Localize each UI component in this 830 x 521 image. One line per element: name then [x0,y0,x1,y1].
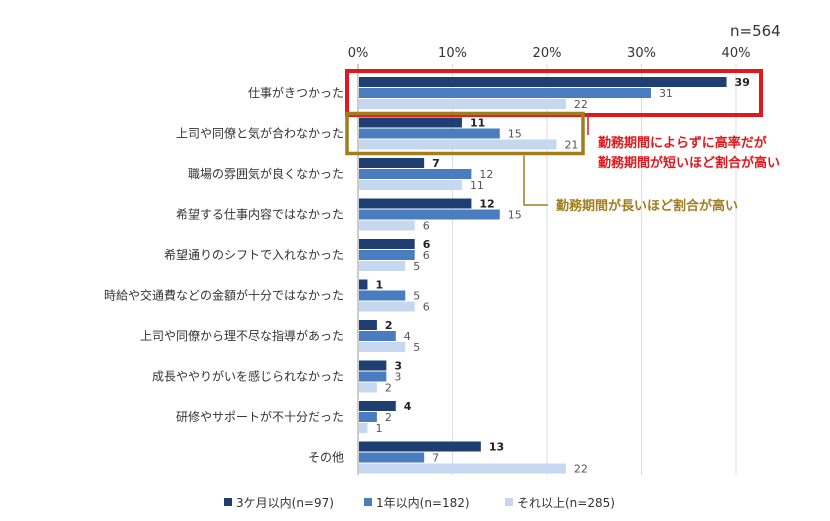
annotation-connector-gold [523,155,548,206]
category-label: 成長ややりがいを感じられなかった [152,369,344,384]
bar [359,279,368,290]
bar-value-label: 39 [735,76,750,89]
bar [359,169,472,179]
bar-value-label: 7 [432,157,440,170]
x-tick-label: 10% [438,46,467,61]
bar-value-label: 21 [564,139,578,152]
bar-value-label: 15 [508,209,522,222]
bar [359,88,651,98]
bar [359,128,500,139]
sample-size-label: n=564 [730,22,781,40]
bar [359,331,396,341]
legend-swatch [364,498,372,506]
bar [359,209,500,220]
bar [359,239,415,249]
bar [359,180,462,190]
legend-label: 3ケ月以内(n=97) [236,496,334,510]
category-label: 仕事がきつかった [248,85,344,100]
bar [359,220,415,231]
bar [359,360,387,371]
bar [359,371,387,382]
bar [359,412,377,422]
bar [359,198,472,209]
category-label: 時給や交通費などの金額が十分ではなかった [104,288,344,303]
bar [359,342,406,352]
bar-value-label: 22 [574,463,588,476]
bar-value-label: 3 [394,371,401,384]
bar [359,423,368,433]
bar [359,382,377,393]
bar-value-label: 6 [423,238,431,251]
bar-value-label: 3 [394,360,402,373]
category-label: 希望する仕事内容ではなかった [176,207,344,222]
category-label: 研修やサポートが不十分だった [176,409,344,424]
bar-value-label: 12 [479,168,493,181]
annotation-text-gold: 勤務期間が長いほど割合が高い [556,198,738,214]
bar-value-label: 4 [404,400,412,413]
annotation-text-red: 勤務期間によらずに高率だが [598,135,767,151]
category-label: 上司や同僚から理不尽な指導があった [140,328,344,343]
bar [359,320,377,330]
legend-label: それ以上(n=285) [517,496,615,510]
x-tick-label: 0% [348,46,369,61]
category-labels: 仕事がきつかった上司や同僚と気が合わなかった職場の雰囲気が良くなかった希望する仕… [104,85,344,465]
bar [359,463,566,474]
bar-value-label: 5 [413,260,420,273]
bar-value-label: 5 [413,341,420,354]
bar [359,99,566,109]
bar-value-label: 6 [423,249,430,262]
bar-value-label: 5 [413,290,420,303]
bar [359,77,727,87]
bar [359,158,425,168]
bars [359,77,727,474]
category-label: 希望通りのシフトで入れなかった [164,247,344,262]
bar-value-label: 31 [659,87,673,100]
annotation-text-red: 勤務期間が短いほど割合が高い [598,155,780,171]
bar [359,261,406,271]
bar-value-label: 4 [404,330,411,343]
bar-value-label: 2 [385,319,393,332]
bar-value-label: 2 [385,411,392,424]
legend-label: 1年以内(n=182) [376,496,470,510]
legend-swatch [505,498,513,506]
bar [359,250,415,260]
x-tick-label: 30% [627,46,656,61]
value-labels: 3931221115217121112156665156245332421137… [375,76,749,476]
legend-swatch [224,498,232,506]
bar-value-label: 11 [470,179,484,192]
bar [359,441,481,452]
annotation-box-gold [345,111,585,156]
bar [359,290,406,301]
bar-value-label: 6 [423,220,430,233]
bar-value-label: 1 [375,279,383,292]
category-label: その他 [308,451,344,465]
annotations: 勤務期間によらずに高率だが勤務期間が短いほど割合が高い勤務期間が長いほど割合が高… [345,69,780,214]
bar-value-label: 12 [479,198,494,211]
bar-value-label: 6 [423,301,430,314]
x-tick-label: 40% [722,46,751,61]
legend: 3ケ月以内(n=97) 1年以内(n=182) それ以上(n=285) [224,496,615,510]
bar-value-label: 1 [375,422,382,435]
bar-value-label: 15 [508,128,522,141]
bar [359,117,462,128]
bar-value-label: 2 [385,382,392,395]
bar [359,301,415,312]
category-label: 職場の雰囲気が良くなかった [188,166,344,181]
bar-value-label: 13 [489,441,504,454]
bar [359,401,396,411]
x-axis-ticks: 0% 10% 20% 30% 40% [348,46,751,61]
x-tick-label: 20% [533,46,562,61]
bar-value-label: 11 [470,117,485,130]
bar [359,139,557,150]
bar-value-label: 22 [574,98,588,111]
category-label: 上司や同僚と気が合わなかった [176,126,344,141]
bar [359,452,425,463]
bar-value-label: 7 [432,452,439,465]
